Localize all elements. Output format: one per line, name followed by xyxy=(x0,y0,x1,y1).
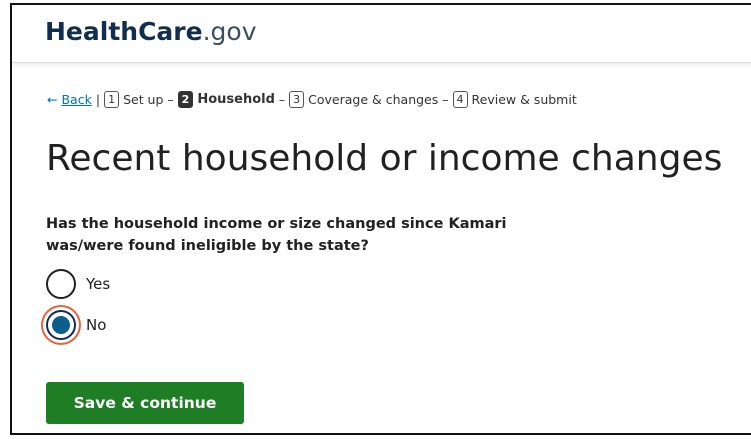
option-label: Yes xyxy=(86,275,111,293)
step-separator: – xyxy=(167,92,174,107)
step-label: Review & submit xyxy=(471,92,577,107)
question: Has the household income or size changed… xyxy=(46,216,507,254)
page-heading: Recent household or income changes xyxy=(46,138,723,179)
step-label: Set up xyxy=(123,92,164,107)
radio-button[interactable] xyxy=(46,269,76,299)
option-label: No xyxy=(86,316,107,334)
save-continue-button[interactable]: Save & continue xyxy=(46,382,244,424)
screenshot-frame: HealthCare.gov ← Back | 1 Set up –2 Househo… xyxy=(10,3,751,435)
step-number: 3 xyxy=(289,91,305,108)
logo-name: HealthCare xyxy=(45,17,203,46)
logo[interactable]: HealthCare.gov xyxy=(45,17,256,46)
radio-selected[interactable] xyxy=(46,310,76,340)
radio-option[interactable]: Yes xyxy=(46,269,110,299)
step-label: Household xyxy=(197,92,275,107)
step-separator: – xyxy=(278,92,286,107)
step-separator: – xyxy=(442,92,449,107)
breadcrumb: ← Back | 1 Set up –2 Household –3 Coverage & … xyxy=(47,91,577,108)
back-link[interactable]: Back xyxy=(61,92,92,107)
step-label: Coverage & changes xyxy=(308,92,439,107)
step-number: 1 xyxy=(104,91,120,108)
logo-suffix: .gov xyxy=(202,17,257,46)
step-number: 2 xyxy=(177,91,194,108)
step-number: 4 xyxy=(452,91,468,108)
divider: | xyxy=(95,92,101,107)
back-arrow: ← xyxy=(47,92,58,107)
site-header: HealthCare.gov xyxy=(12,5,751,63)
radio-option[interactable]: No xyxy=(46,310,106,340)
